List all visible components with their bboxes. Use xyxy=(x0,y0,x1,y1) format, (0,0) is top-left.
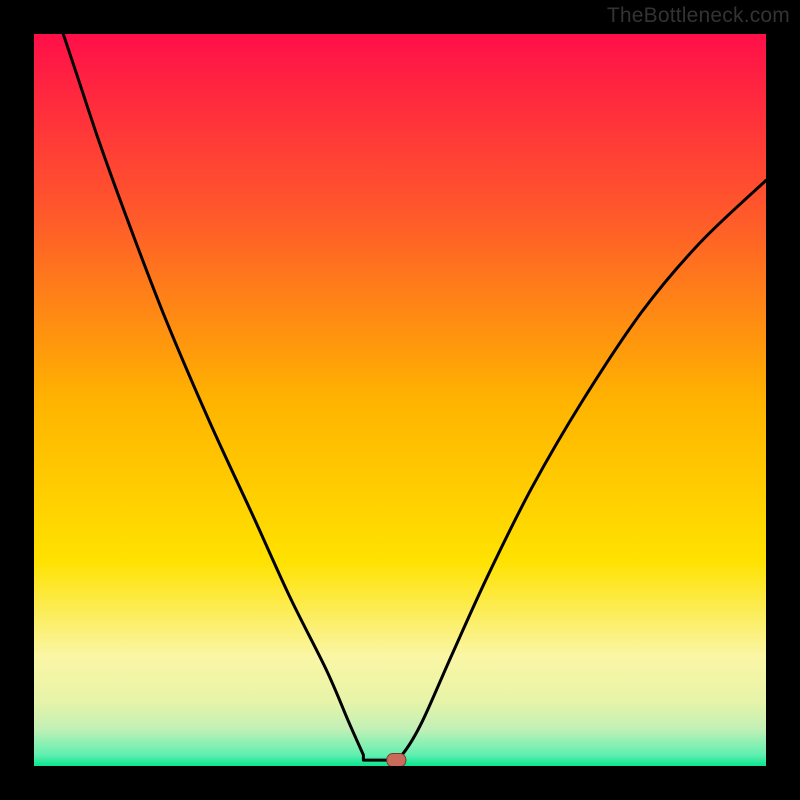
plot-background xyxy=(34,34,766,766)
minimum-marker xyxy=(387,754,406,767)
bottleneck-chart xyxy=(0,0,800,800)
chart-container: TheBottleneck.com xyxy=(0,0,800,800)
